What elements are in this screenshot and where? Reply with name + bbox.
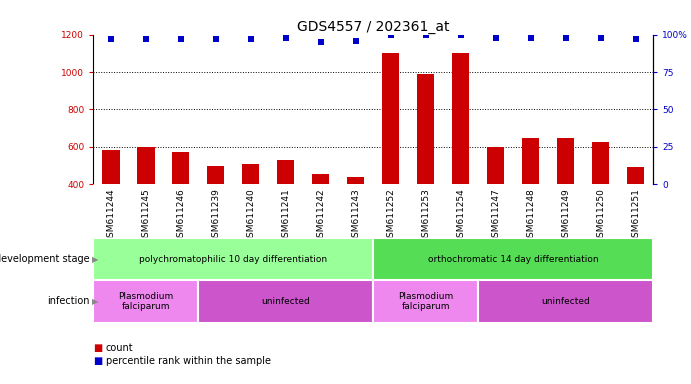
Text: orthochromatic 14 day differentiation: orthochromatic 14 day differentiation [428, 255, 598, 264]
Bar [347, 177, 364, 184]
Text: percentile rank within the sample: percentile rank within the sample [106, 356, 271, 366]
Text: GSM611252: GSM611252 [386, 189, 395, 243]
Text: Plasmodium
falciparum: Plasmodium falciparum [398, 292, 453, 311]
Text: GSM611242: GSM611242 [316, 189, 325, 243]
Text: development stage: development stage [0, 254, 90, 264]
Bar [137, 147, 155, 184]
Text: uninfected: uninfected [541, 297, 590, 306]
Text: GSM611244: GSM611244 [106, 189, 115, 243]
Bar [382, 53, 399, 184]
Bar [198, 280, 373, 323]
Text: GSM611247: GSM611247 [491, 189, 500, 243]
Bar [207, 166, 225, 184]
Text: ■: ■ [93, 343, 102, 353]
Bar [242, 164, 259, 184]
Bar [373, 238, 653, 280]
Bar [478, 280, 653, 323]
Bar [591, 142, 609, 184]
Bar [557, 139, 574, 184]
Text: uninfected: uninfected [261, 297, 310, 306]
Text: GSM611246: GSM611246 [176, 189, 185, 243]
Text: ■: ■ [93, 356, 102, 366]
Bar [452, 53, 469, 184]
Text: GSM611253: GSM611253 [421, 189, 430, 243]
Bar [93, 280, 198, 323]
Title: GDS4557 / 202361_at: GDS4557 / 202361_at [297, 20, 449, 33]
Text: GSM611250: GSM611250 [596, 189, 605, 243]
Bar [102, 150, 120, 184]
Bar [277, 160, 294, 184]
Text: ▶: ▶ [92, 255, 98, 264]
Text: GSM611241: GSM611241 [281, 189, 290, 243]
Bar [627, 167, 644, 184]
Text: GSM611239: GSM611239 [211, 189, 220, 243]
Bar [172, 152, 189, 184]
Text: GSM611254: GSM611254 [456, 189, 465, 243]
Text: GSM611251: GSM611251 [631, 189, 640, 243]
Bar [373, 280, 478, 323]
Text: GSM611243: GSM611243 [351, 189, 360, 243]
Text: GSM611240: GSM611240 [246, 189, 255, 243]
Text: polychromatophilic 10 day differentiation: polychromatophilic 10 day differentiatio… [139, 255, 328, 264]
Text: count: count [106, 343, 133, 353]
Bar [522, 139, 539, 184]
Bar [312, 174, 330, 184]
Text: ▶: ▶ [92, 297, 98, 306]
Text: infection: infection [47, 296, 90, 306]
Text: Plasmodium
falciparum: Plasmodium falciparum [118, 292, 173, 311]
Bar [487, 147, 504, 184]
Bar [93, 238, 373, 280]
Text: GSM611248: GSM611248 [526, 189, 535, 243]
Text: GSM611245: GSM611245 [141, 189, 150, 243]
Bar [417, 74, 435, 184]
Text: GSM611249: GSM611249 [561, 189, 570, 243]
